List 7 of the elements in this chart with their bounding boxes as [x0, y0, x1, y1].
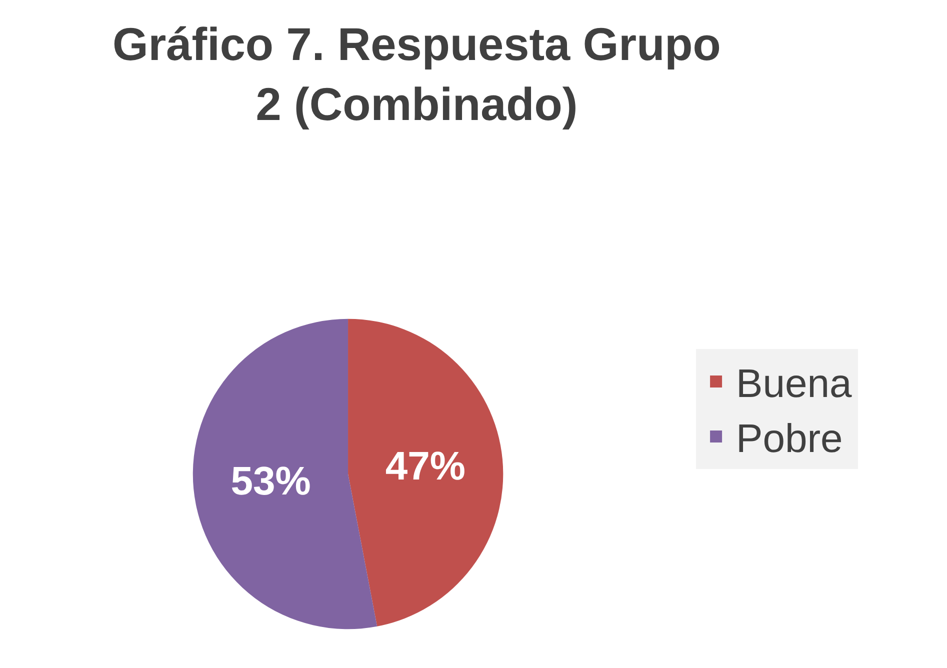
data-label: 53% — [230, 459, 311, 504]
chart-title: Gráfico 7. Respuesta Grupo 2 (Combinado) — [112, 18, 721, 130]
pie-slice — [348, 318, 504, 626]
pie-slice — [192, 318, 378, 629]
legend-label: Buena — [736, 362, 852, 406]
data-label: 47% — [385, 444, 466, 489]
legend-label: Pobre — [736, 417, 843, 462]
